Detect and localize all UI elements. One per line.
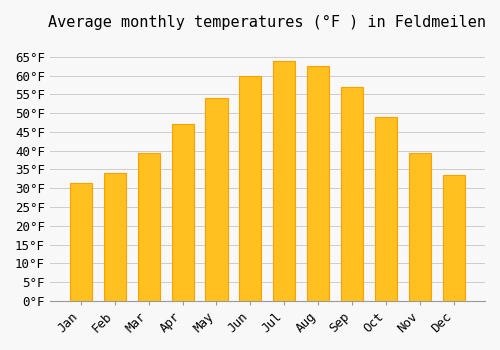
Bar: [375, 117, 398, 301]
Bar: [206, 98, 228, 301]
Bar: [138, 153, 160, 301]
Bar: [172, 125, 194, 301]
Title: Average monthly temperatures (°F ) in Feldmeilen: Average monthly temperatures (°F ) in Fe…: [48, 15, 486, 30]
Bar: [104, 173, 126, 301]
Bar: [409, 153, 432, 301]
Bar: [70, 183, 92, 301]
Bar: [342, 87, 363, 301]
Bar: [274, 61, 295, 301]
Bar: [443, 175, 465, 301]
Bar: [240, 76, 262, 301]
Bar: [308, 66, 330, 301]
